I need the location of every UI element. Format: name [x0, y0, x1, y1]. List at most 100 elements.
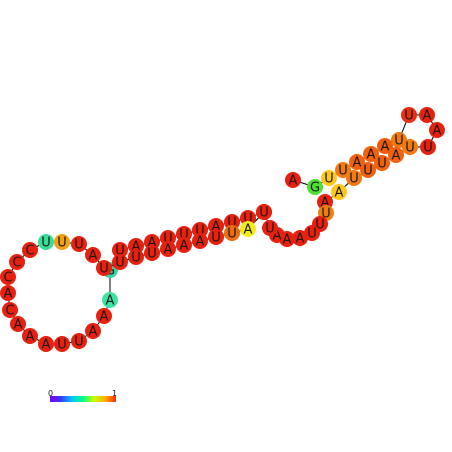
nucleotide-base-label: A — [14, 318, 23, 333]
nucleotide-circle — [71, 236, 87, 252]
nucleotide-circle — [420, 139, 436, 155]
nucleotide: A — [208, 218, 224, 235]
nucleotide-circle — [144, 234, 160, 250]
nucleotide-circle — [96, 260, 112, 276]
nucleotide: U — [224, 214, 240, 231]
nucleotide-circle — [0, 269, 16, 285]
nucleotide-circle — [304, 225, 320, 241]
nucleotide-circle — [402, 139, 418, 155]
nucleotide-base-label: A — [164, 243, 173, 258]
nucleotide-base-label: A — [433, 124, 442, 139]
nucleotide-circle — [192, 222, 208, 238]
nucleotide-base-label: U — [404, 109, 414, 124]
nucleotide-circle — [38, 234, 54, 250]
nucleotide: A — [160, 241, 176, 258]
nucleotide-circle — [144, 245, 160, 261]
nucleotide-base-label: U — [41, 236, 51, 251]
nucleotide-circle — [192, 233, 208, 249]
nucleotide-base-label: G — [310, 181, 320, 196]
color-scale-min-label: 0 — [48, 389, 53, 398]
nucleotide-circle — [388, 147, 404, 163]
nucleotide-base-label: U — [195, 224, 205, 239]
nucleotide-base-label: A — [100, 310, 109, 325]
nucleotide-base-label: A — [381, 140, 390, 155]
nucleotide-circle — [10, 316, 26, 332]
nucleotide: U — [420, 139, 436, 156]
nucleotide: A — [292, 230, 308, 247]
nucleotide: U — [38, 234, 54, 251]
nucleotide-base-label: A — [367, 148, 376, 163]
nucleotide-circle — [360, 162, 376, 178]
nucleotide-circle — [401, 107, 417, 123]
nucleotide: A — [349, 154, 365, 171]
nucleotide-circle — [208, 218, 224, 234]
nucleotide-base-label: U — [227, 216, 237, 231]
nucleotide-base-label: U — [147, 247, 157, 262]
nucleotide-base-label: U — [115, 244, 125, 259]
nucleotide: U — [54, 336, 70, 353]
nucleotide-circle — [160, 230, 176, 246]
nucleotide-circle — [307, 179, 323, 195]
nucleotide-circle — [285, 172, 301, 188]
nucleotide: A — [10, 316, 26, 333]
nucleotide: U — [176, 226, 192, 243]
nucleotide-circle — [102, 292, 118, 308]
nucleotide: A — [285, 172, 301, 189]
nucleotide: U — [192, 222, 208, 239]
nucleotide-circle — [128, 238, 144, 254]
nucleotide-circle — [160, 241, 176, 257]
nucleotide: A — [85, 323, 101, 340]
nucleotide: U — [112, 242, 128, 259]
nucleotide: U — [262, 220, 278, 237]
nucleotide-base-label: C — [5, 304, 14, 319]
nucleotide-base-label: U — [211, 231, 221, 246]
nucleotide-base-label: A — [89, 325, 98, 340]
nucleotide: A — [240, 221, 256, 238]
nucleotide-base-label: U — [57, 338, 67, 353]
nucleotide-circle — [22, 242, 38, 258]
nucleotide-base-label: A — [42, 338, 51, 353]
nucleotide-base-label: C — [12, 256, 21, 271]
nucleotide: U — [112, 254, 128, 271]
nucleotide: A — [176, 237, 192, 254]
nucleotide-circle — [429, 122, 445, 138]
nucleotide-base-label: A — [392, 149, 401, 164]
nucleotide: U — [208, 229, 224, 246]
nucleotide: U — [160, 230, 176, 247]
nucleotide-circle — [240, 210, 256, 226]
nucleotide-base-label: U — [321, 207, 331, 222]
nucleotide: U — [335, 162, 351, 179]
nucleotide: A — [331, 184, 347, 201]
nucleotide-base-label: A — [296, 232, 305, 247]
nucleotide: U — [321, 170, 337, 187]
nucleotide: A — [102, 292, 118, 309]
nucleotide-circle — [0, 285, 16, 301]
nucleotide-circle — [85, 323, 101, 339]
nucleotide-base-label: U — [74, 238, 84, 253]
color-scale-legend: 0 1 — [48, 389, 117, 402]
nucleotide-circle — [419, 107, 435, 123]
nucleotide-base-label: U — [163, 232, 173, 247]
nucleotide-circle — [71, 333, 87, 349]
nucleotide: A — [85, 247, 101, 264]
nucleotide-base-label: C — [25, 244, 34, 259]
nucleotide: A — [363, 146, 379, 163]
nucleotide-circle — [321, 170, 337, 186]
nucleotide-base-label: U — [179, 228, 189, 243]
nucleotide-base-label: U — [265, 222, 275, 237]
nucleotide-base-label: A — [335, 186, 344, 201]
nucleotide-base-label: U — [99, 262, 109, 277]
nucleotide-base-label: A — [289, 174, 298, 189]
nucleotide-circle — [22, 328, 38, 344]
color-scale-max-label: 1 — [112, 389, 117, 398]
nucleotide-circle — [292, 230, 308, 246]
nucleotide-circle — [112, 242, 128, 258]
nucleotide-base-label: U — [307, 227, 317, 242]
nucleotide-circle — [176, 226, 192, 242]
nucleotide-base-label: A — [180, 239, 189, 254]
nucleotide-base-label: A — [353, 156, 362, 171]
nucleotide: A — [0, 285, 16, 302]
nucleotide: U — [96, 260, 112, 277]
nucleotide-circle — [224, 214, 240, 230]
